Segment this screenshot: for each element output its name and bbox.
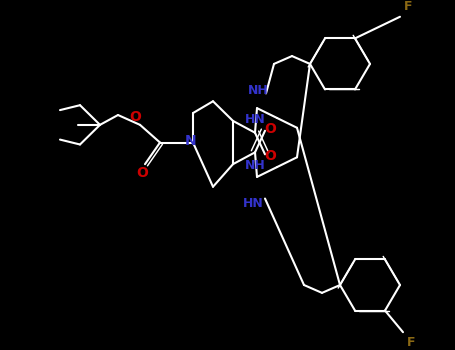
Text: HN: HN	[243, 197, 263, 210]
Text: O: O	[264, 149, 276, 163]
Text: HN: HN	[245, 113, 265, 126]
Text: NH: NH	[245, 159, 265, 172]
Text: F: F	[404, 0, 412, 13]
Text: O: O	[129, 110, 141, 124]
Text: F: F	[407, 336, 415, 349]
Text: O: O	[264, 122, 276, 136]
Text: NH: NH	[248, 84, 268, 97]
Text: O: O	[136, 166, 148, 180]
Text: N: N	[185, 134, 197, 148]
